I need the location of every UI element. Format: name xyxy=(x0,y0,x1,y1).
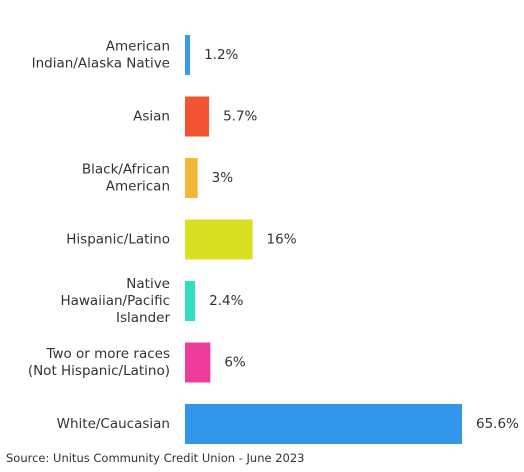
source-note: Source: Unitus Community Credit Union - … xyxy=(6,451,305,465)
category-label: American Indian/Alaska Native xyxy=(32,39,170,72)
category-label: White/Caucasian xyxy=(57,416,170,432)
bar xyxy=(185,342,211,383)
category-label: Two or more races (Not Hispanic/Latino) xyxy=(28,346,170,379)
category-label: Hispanic/Latino xyxy=(66,232,170,248)
value-label: 6% xyxy=(224,355,246,371)
value-label: 3% xyxy=(212,170,234,186)
bar xyxy=(185,96,210,137)
bar xyxy=(185,281,196,321)
ethnicity-bar-chart: 1.2% American Indian/Alaska Native 5.7% Asia… xyxy=(28,35,519,444)
category-label: Asian xyxy=(133,109,170,125)
bar xyxy=(185,219,253,260)
value-label: 2.4% xyxy=(209,293,243,309)
category-label: Black/African American xyxy=(82,162,170,195)
bar xyxy=(185,35,191,75)
value-label: 5.7% xyxy=(223,109,257,125)
value-label: 1.2% xyxy=(204,47,238,63)
category-label: Native Hawaiian/Pacific Islander xyxy=(60,276,170,326)
bar xyxy=(185,158,198,198)
value-label: 65.6% xyxy=(476,416,519,432)
bar xyxy=(185,404,462,444)
value-label: 16% xyxy=(267,232,297,248)
